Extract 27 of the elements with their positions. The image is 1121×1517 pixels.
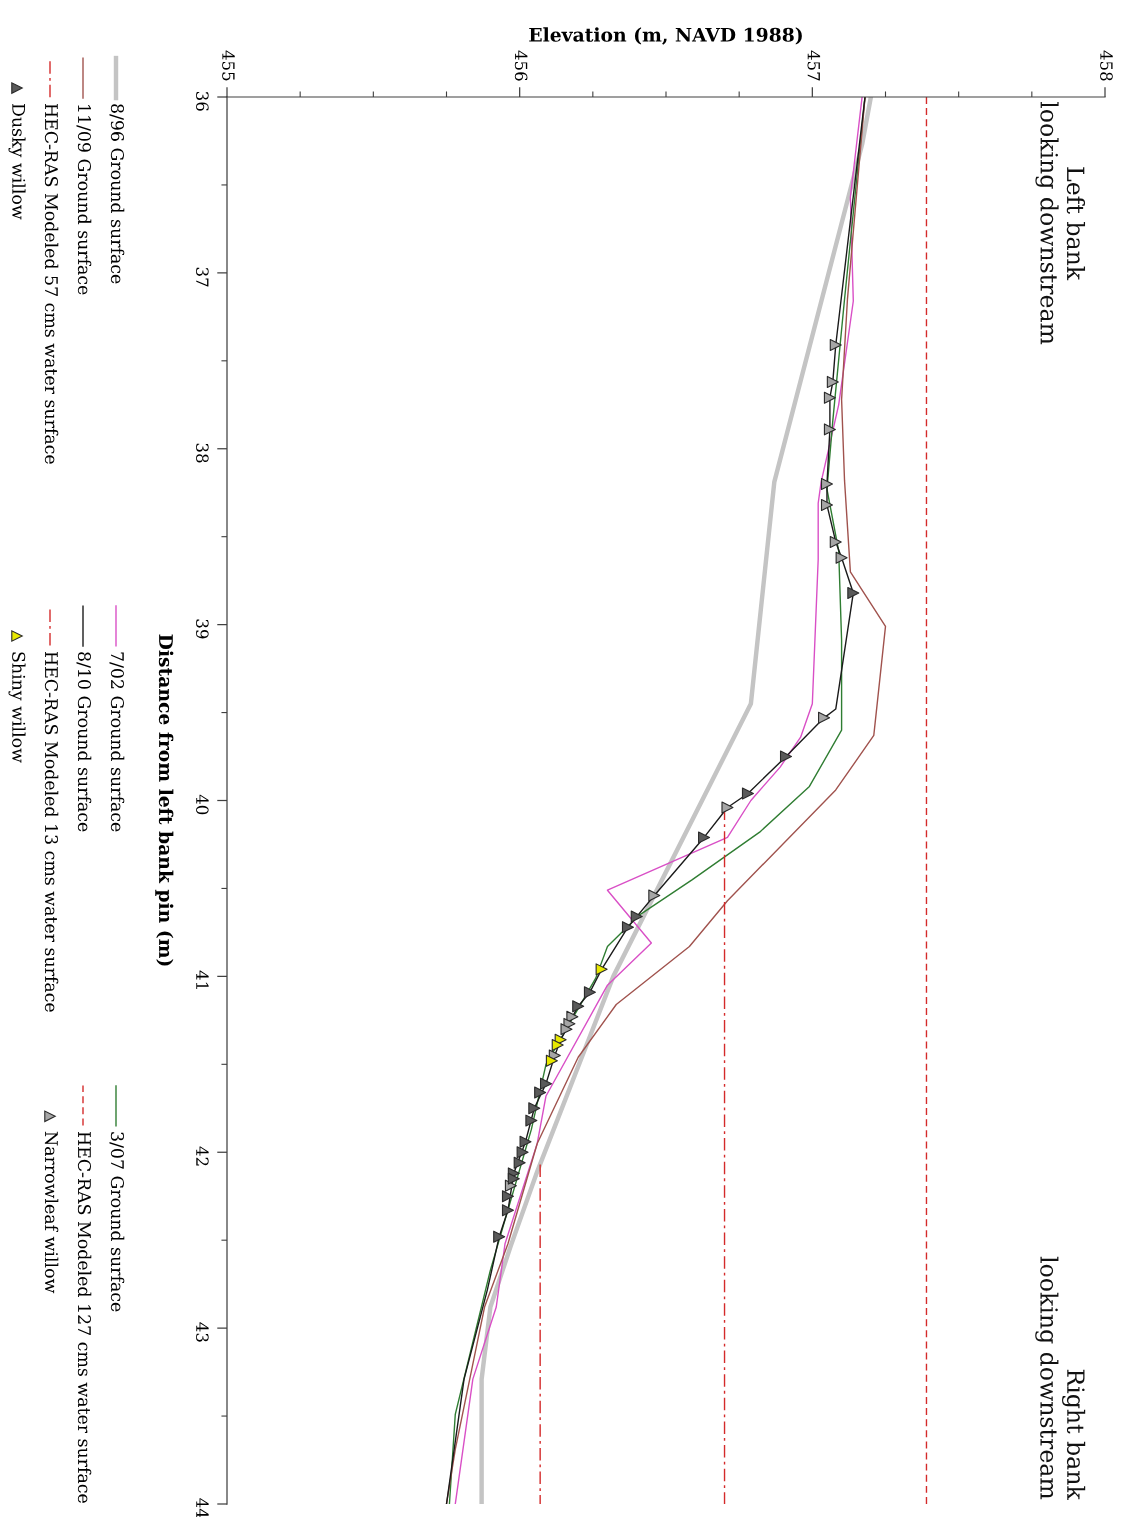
legend-label: HEC-RAS Modeled 127 cms water surface [77,1131,92,1503]
y-tick-label: 41 [196,970,209,989]
legend-label: 11/09 Ground surface [76,105,92,295]
legend-label: 8/10 Ground surface [76,652,92,832]
legend-label: Shiny willow [8,652,26,763]
legend-label: HEC-RAS Modeled 57 cms water surface [44,103,59,464]
y-tick-label: 42 [196,1146,209,1166]
x-tick-label: 457 [807,50,821,81]
y-tick-label: 40 [196,794,209,815]
legend-label: HEC-RAS Modeled 13 cms water surface [44,651,59,1012]
y-tick-label: 43 [196,1322,209,1342]
x-tick-label: 456 [514,50,528,81]
x-tick-label: 458 [1100,50,1113,81]
legend-label: 8/96 Ground surface [109,104,125,284]
y-tick-label: 39 [196,619,209,639]
x-tick-label: 455 [222,50,235,81]
y-tick-label: 36 [196,91,209,111]
legend-label: 3/07 Ground surface [109,1132,125,1312]
x-axis-title: Elevation (m, NAVD 1988) [529,27,802,45]
legend-label: Dusky willow [8,103,26,220]
y-axis-title: Distance from left bank pin (m) [155,634,174,966]
annotation: Right bank looking downstream [1035,1256,1086,1500]
y-tick-label: 38 [196,443,209,463]
y-tick-label: 37 [196,267,209,287]
legend-label: Narrowleaf willow [44,1131,59,1294]
legend-label: 7/02 Ground surface [109,652,125,832]
annotation: Left bank looking downstream [1035,101,1086,345]
